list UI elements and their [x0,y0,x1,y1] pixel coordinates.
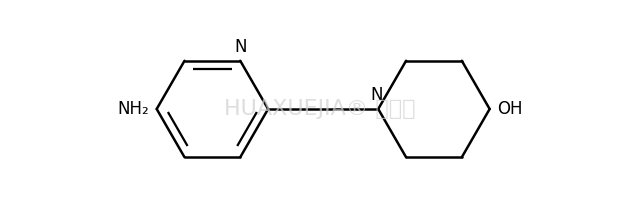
Text: N: N [234,38,246,56]
Text: NH₂: NH₂ [117,100,149,118]
Text: N: N [371,86,383,104]
Text: HUAXUEJIA® 化学加: HUAXUEJIA® 化学加 [224,99,416,119]
Text: OH: OH [497,100,523,118]
